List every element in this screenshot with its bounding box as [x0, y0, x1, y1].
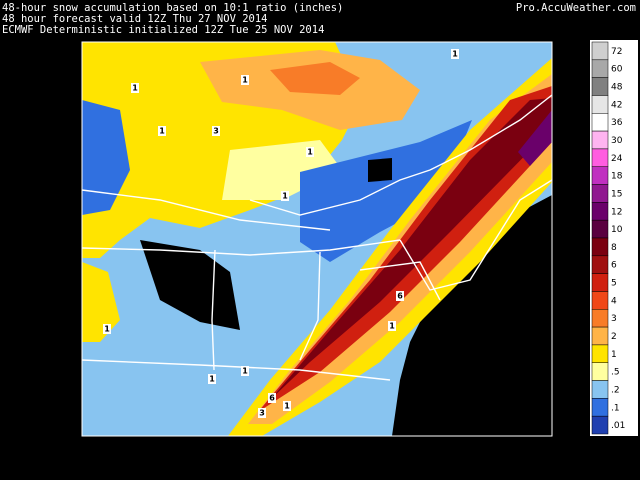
map-frame — [81, 41, 553, 437]
header-line: 48 hour forecast valid 12Z Thu 27 NOV 20… — [2, 13, 268, 25]
legend-label: .01 — [611, 421, 625, 431]
contour-label: 1 — [307, 148, 313, 157]
contour-label: 3 — [259, 409, 265, 418]
snow-area — [270, 62, 360, 95]
header-line: ECMWF Deterministic initialized 12Z Tue … — [2, 24, 324, 36]
legend-label: 36 — [611, 118, 623, 128]
contour-label: 1 — [284, 402, 290, 411]
legend-swatch — [591, 59, 609, 78]
legend-swatch — [591, 291, 609, 310]
contour-label: 6 — [269, 394, 275, 403]
legend-swatch — [591, 184, 609, 203]
legend-label: 8 — [611, 243, 617, 253]
legend-swatch — [591, 362, 609, 381]
contour-label-box — [396, 291, 404, 301]
contour-label: 3 — [213, 127, 219, 136]
contour-label-box — [451, 49, 459, 59]
contour-label-box — [388, 321, 396, 331]
legend-label: 5 — [611, 279, 617, 289]
legend-swatch — [591, 273, 609, 292]
legend-label: 15 — [611, 189, 622, 199]
legend-label: 18 — [611, 172, 623, 182]
legend-label: 24 — [611, 154, 623, 164]
map — [81, 42, 553, 436]
contour-label: 1 — [242, 367, 248, 376]
contour-label: 1 — [132, 84, 138, 93]
legend-swatch — [591, 398, 609, 417]
legend-label: .5 — [611, 368, 620, 378]
contour-label: 1 — [242, 76, 248, 85]
contour-label: 1 — [282, 192, 288, 201]
legend-swatch — [591, 415, 609, 435]
legend-label: 4 — [611, 296, 617, 306]
legend-label: 30 — [611, 136, 623, 146]
snow-area — [518, 110, 552, 166]
contour-label: 1 — [209, 375, 215, 384]
legend-label: 60 — [611, 65, 623, 75]
legend-swatch — [591, 166, 609, 185]
legend-swatch — [591, 113, 609, 132]
contour-label-box — [241, 75, 249, 85]
borders — [81, 94, 553, 381]
legend: 72 60 48 42 36 30 24 18 15 12 10 8 6 5 4 3 2 1 .5 .2 .1 .01 — [590, 40, 638, 436]
legend-swatch — [591, 41, 609, 61]
snow-area — [270, 98, 552, 400]
bare-area — [368, 158, 392, 182]
legend-label: .2 — [611, 385, 620, 395]
legend-label: 6 — [611, 261, 617, 271]
snow-area — [300, 120, 472, 262]
snow-area — [82, 100, 130, 215]
legend-label: 2 — [611, 332, 617, 342]
legend-label: 48 — [611, 83, 623, 93]
contour-label-box — [212, 126, 220, 136]
legend-swatch — [591, 148, 609, 167]
legend-swatch — [591, 380, 609, 399]
legend-label: 1 — [611, 350, 617, 360]
legend-swatch — [591, 326, 609, 346]
legend-swatch — [591, 95, 609, 114]
legend-swatch — [591, 237, 609, 257]
contour-label: 6 — [397, 292, 403, 301]
contour-label-box — [208, 374, 216, 384]
contour-label-box — [306, 147, 314, 157]
contour-label-box — [281, 191, 289, 201]
legend-label: 42 — [611, 100, 622, 110]
legend-swatch — [591, 219, 609, 239]
contour-label: 1 — [159, 127, 165, 136]
contour-label: 1 — [104, 325, 110, 334]
legend-label: 10 — [611, 225, 623, 235]
contour-label-box — [241, 366, 249, 376]
legend-label: .1 — [611, 403, 620, 413]
legend-label: 12 — [611, 207, 622, 217]
header-line: 48-hour snow accumulation based on 10:1 … — [2, 2, 343, 14]
legend-label: 3 — [611, 314, 617, 324]
contour-label: 1 — [452, 50, 458, 59]
legend-swatch — [591, 309, 609, 328]
legend-swatch — [591, 77, 609, 96]
legend-swatch — [591, 202, 609, 221]
contour-label-box — [268, 393, 276, 403]
contour-label-box — [283, 401, 291, 411]
legend-swatch — [591, 344, 609, 363]
contour-label-box — [258, 408, 266, 418]
legend-swatch — [591, 130, 609, 150]
snow-area — [82, 262, 120, 342]
legend-swatch — [591, 255, 609, 274]
contour-label: 1 — [389, 322, 395, 331]
credit: Pro.AccuWeather.com — [516, 2, 636, 14]
contour-label-box — [103, 324, 111, 334]
contour-label-box — [158, 126, 166, 136]
contour-label-box — [131, 83, 139, 93]
legend-label: 72 — [611, 47, 622, 57]
